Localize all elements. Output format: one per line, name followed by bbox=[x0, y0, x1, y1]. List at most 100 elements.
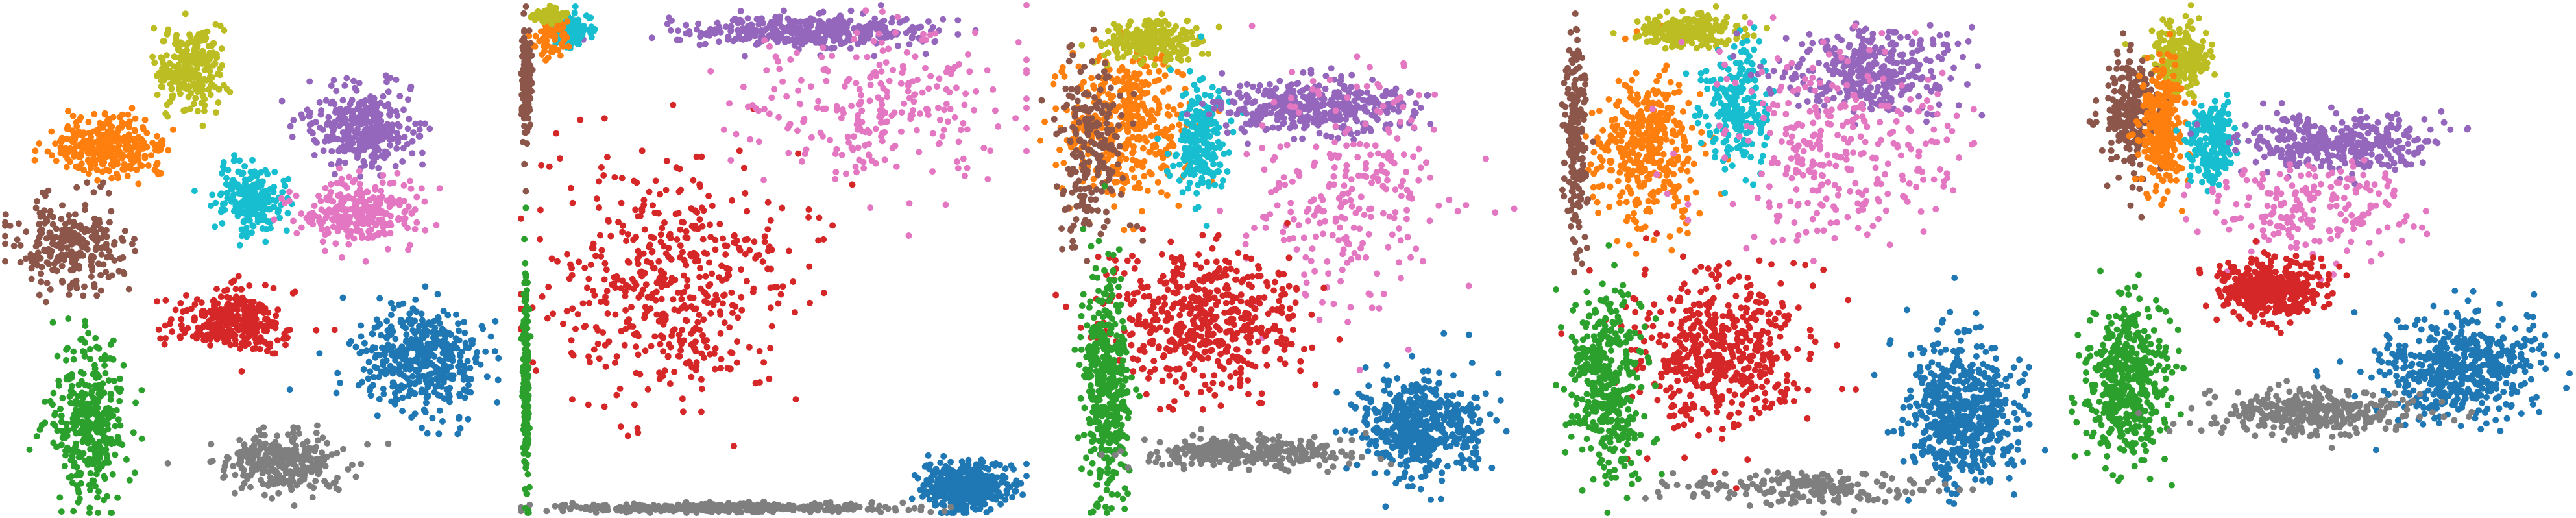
data-point bbox=[565, 43, 572, 50]
data-point bbox=[409, 373, 416, 380]
data-point bbox=[321, 138, 328, 145]
data-point bbox=[85, 170, 92, 177]
data-point bbox=[106, 219, 113, 226]
data-point bbox=[350, 77, 357, 84]
data-point bbox=[100, 230, 107, 237]
data-point bbox=[771, 284, 778, 291]
data-point bbox=[224, 302, 231, 309]
data-point bbox=[367, 392, 374, 399]
data-point bbox=[223, 190, 230, 197]
data-point bbox=[99, 161, 106, 168]
data-point bbox=[293, 450, 300, 457]
data-point bbox=[792, 21, 799, 28]
data-point bbox=[110, 114, 117, 121]
data-point bbox=[63, 251, 70, 258]
data-point bbox=[102, 369, 109, 376]
data-point bbox=[427, 321, 434, 328]
data-point bbox=[92, 483, 99, 490]
data-point bbox=[131, 127, 138, 134]
data-point bbox=[241, 480, 248, 487]
data-point bbox=[271, 168, 278, 175]
data-point bbox=[856, 86, 863, 93]
data-point bbox=[564, 18, 571, 25]
data-point bbox=[405, 96, 411, 103]
data-point bbox=[920, 31, 927, 38]
data-point bbox=[38, 421, 45, 428]
data-point bbox=[267, 474, 274, 481]
data-point bbox=[944, 118, 951, 125]
series-4 bbox=[191, 152, 295, 249]
data-point bbox=[62, 452, 69, 459]
data-point bbox=[92, 228, 99, 236]
data-point bbox=[800, 38, 807, 45]
data-point bbox=[568, 265, 576, 272]
data-point bbox=[284, 454, 291, 462]
data-point bbox=[81, 206, 88, 214]
data-point bbox=[264, 206, 271, 213]
data-point bbox=[879, 8, 886, 15]
data-point bbox=[847, 7, 855, 14]
data-point bbox=[49, 221, 56, 228]
data-point bbox=[429, 361, 436, 368]
data-point bbox=[345, 466, 352, 473]
data-point bbox=[457, 425, 464, 432]
data-point bbox=[644, 386, 651, 393]
scatter-plot-1 bbox=[2, 10, 502, 516]
data-point bbox=[700, 207, 707, 214]
data-point bbox=[328, 148, 335, 154]
data-point bbox=[447, 364, 454, 370]
data-point bbox=[641, 226, 648, 233]
data-point bbox=[238, 368, 245, 375]
data-point bbox=[649, 247, 656, 254]
data-point bbox=[250, 223, 257, 230]
data-point bbox=[954, 489, 962, 496]
data-point bbox=[209, 191, 216, 199]
data-point bbox=[348, 462, 356, 469]
data-point bbox=[383, 197, 391, 204]
data-point bbox=[665, 253, 672, 260]
data-point bbox=[461, 319, 468, 326]
data-point bbox=[336, 165, 343, 172]
data-point bbox=[692, 338, 699, 345]
data-point bbox=[831, 44, 838, 51]
data-point bbox=[86, 382, 93, 389]
data-point bbox=[221, 317, 228, 324]
data-point bbox=[740, 164, 747, 171]
data-point bbox=[407, 336, 415, 343]
data-point bbox=[416, 360, 423, 367]
data-point bbox=[755, 107, 762, 114]
data-point bbox=[199, 122, 206, 129]
data-point bbox=[50, 389, 57, 397]
data-point bbox=[403, 331, 410, 338]
data-point bbox=[380, 385, 387, 392]
data-point bbox=[551, 44, 558, 51]
data-point bbox=[328, 82, 335, 90]
data-point bbox=[334, 369, 341, 376]
data-point bbox=[166, 98, 173, 105]
data-point bbox=[768, 323, 775, 330]
data-point bbox=[437, 368, 444, 375]
data-point bbox=[34, 238, 41, 245]
data-point bbox=[185, 82, 192, 90]
data-point bbox=[418, 310, 425, 317]
data-point bbox=[937, 459, 944, 466]
data-point bbox=[106, 167, 113, 175]
data-point bbox=[619, 228, 626, 236]
data-point bbox=[569, 305, 576, 312]
data-point bbox=[560, 37, 567, 44]
data-point bbox=[277, 457, 284, 464]
data-point bbox=[924, 107, 931, 114]
data-point bbox=[248, 452, 255, 460]
data-point bbox=[34, 262, 41, 269]
data-point bbox=[322, 184, 329, 191]
data-point bbox=[374, 138, 382, 145]
data-point bbox=[229, 193, 236, 201]
data-point bbox=[416, 351, 423, 358]
data-point bbox=[942, 201, 949, 208]
data-point bbox=[358, 112, 365, 119]
data-point bbox=[93, 371, 101, 378]
data-point bbox=[77, 154, 84, 161]
data-point bbox=[653, 288, 660, 295]
data-point bbox=[357, 173, 364, 180]
data-point bbox=[356, 167, 363, 175]
